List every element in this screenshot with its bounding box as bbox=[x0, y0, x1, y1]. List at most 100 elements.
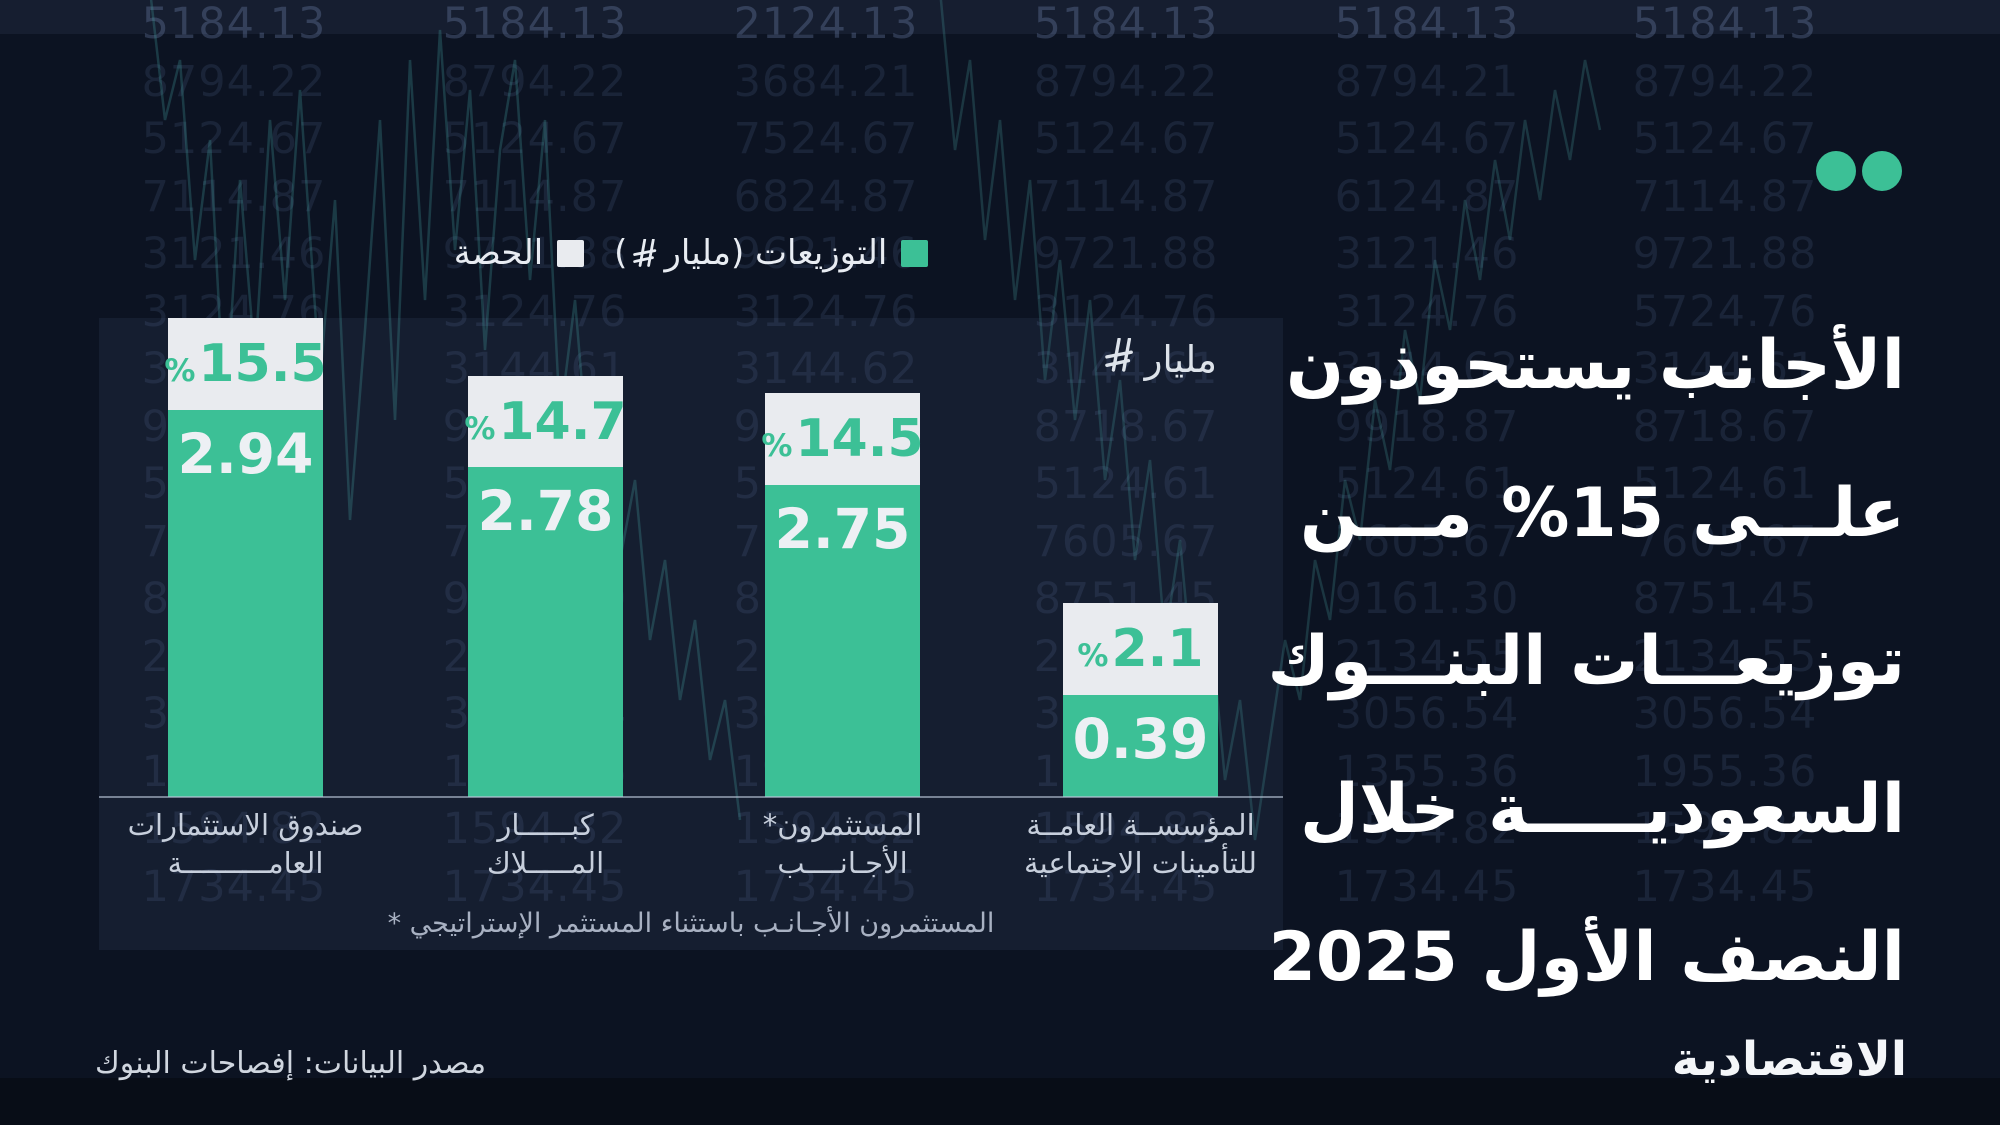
background-index-number: 8794.21 bbox=[1334, 56, 1520, 107]
background-index-number: 3124.76 bbox=[1334, 286, 1520, 337]
background-index-number: 5124.67 bbox=[141, 114, 327, 164]
background-index-number: 3121.46 bbox=[141, 229, 327, 279]
bar: % 15.5 2.94 bbox=[164, 318, 327, 797]
background-index-number: 1734.45 bbox=[442, 861, 628, 912]
legend-swatch-icon bbox=[557, 239, 585, 267]
background-index-number: 7114.87 bbox=[442, 171, 628, 222]
headline-line: علـــى 15% مـــن bbox=[1300, 474, 1905, 553]
background-index-number: 3684.21 bbox=[733, 56, 919, 107]
bar: % 2.1 0.39 bbox=[1063, 603, 1218, 797]
background-index-number: 1594.82 bbox=[1033, 804, 1219, 854]
background-index-number: 8794.22 bbox=[1033, 56, 1219, 107]
publisher-logo: الاقتصادية bbox=[1671, 1032, 1907, 1087]
background-index-number: 1594.82 bbox=[141, 804, 327, 854]
legend-label-text: التوزيعات (مليار bbox=[664, 233, 888, 273]
bar-share-segment: % 15.5 bbox=[164, 318, 327, 410]
bar-share-label: % 14.7 bbox=[464, 392, 626, 452]
bar-distribution-segment: 2.75 bbox=[765, 485, 920, 797]
bar: % 14.7 2.78 bbox=[464, 376, 627, 797]
legend-label-text: ) bbox=[614, 233, 628, 273]
background-index-number: 7524.67 bbox=[733, 114, 919, 164]
background-index-number: 1734.45 bbox=[1632, 861, 1818, 912]
brand-dot-icon bbox=[1862, 151, 1902, 191]
top-strip bbox=[0, 0, 2000, 34]
unit-label-text: مليار bbox=[1144, 338, 1217, 381]
distribution-value: 2.75 bbox=[774, 497, 911, 561]
bar-share-segment: % 14.5 bbox=[761, 393, 924, 485]
headline: الأجانب يستحوذون علـــى 15% مـــن توزيعـــ… bbox=[1267, 292, 1905, 1032]
bar-distribution-segment: 2.94 bbox=[168, 410, 323, 797]
legend-swatch-icon bbox=[901, 239, 929, 267]
brand-dots bbox=[1816, 151, 1902, 191]
category-label: كبــــــار المـــــلاك bbox=[396, 806, 696, 882]
background-index-number: 6824.87 bbox=[733, 171, 919, 222]
background-index-number: 3056.54 bbox=[1632, 689, 1818, 739]
background-index-number: 9161.30 bbox=[1334, 574, 1520, 624]
background-index-number: 7605.67 bbox=[1033, 516, 1219, 567]
background-index-number: 8751.45 bbox=[1632, 574, 1818, 624]
background-index-number: 5184.13 bbox=[141, 0, 327, 49]
background-index-number: 1594.82 bbox=[1632, 804, 1818, 854]
background-index-number: 5124.67 bbox=[1632, 114, 1818, 164]
background-index-number: 1594.82 bbox=[733, 804, 919, 854]
percent-sign: % bbox=[464, 410, 496, 447]
background-index-number: 3124.76 bbox=[442, 286, 628, 337]
distribution-value: 0.39 bbox=[1072, 707, 1209, 771]
background-index-number: 3121.46 bbox=[1334, 229, 1520, 279]
background-index-number: 8794.22 bbox=[141, 56, 327, 107]
category-label-line: كبــــــار bbox=[497, 808, 594, 842]
background-index-number: 7605.67 bbox=[1334, 516, 1520, 567]
legend-item: التوزيعات (مليار) bbox=[614, 233, 929, 273]
background-index-number: 8718.67 bbox=[1033, 401, 1219, 452]
background-index-number: 8718.67 bbox=[1632, 401, 1818, 452]
axis-baseline bbox=[99, 796, 1283, 798]
background-index-number: 6124.87 bbox=[1334, 171, 1520, 222]
bar: % 14.5 2.75 bbox=[761, 393, 924, 797]
category-label-line: للتأمينات الاجتماعية bbox=[1024, 846, 1257, 880]
background-index-number: 1594.82 bbox=[1334, 804, 1520, 854]
background-index-number: 8794.22 bbox=[442, 56, 628, 107]
category-label-line: المـــــلاك bbox=[486, 846, 605, 880]
background-index-number: 9721.88 bbox=[442, 229, 628, 279]
headline-line: النصف الأول 2025 bbox=[1268, 918, 1905, 997]
background-index-number: 2134.55 bbox=[1632, 631, 1818, 682]
chart-legend: التوزيعات (مليار) الحصة bbox=[99, 232, 1283, 274]
bar-share-segment: % 2.1 bbox=[1063, 603, 1218, 695]
ticker-line-left bbox=[149, 0, 742, 821]
background-index-number: 7114.87 bbox=[1033, 171, 1219, 222]
background-index-number: 1734.45 bbox=[1033, 861, 1219, 912]
background-index-number: 7605.67 bbox=[1632, 516, 1818, 567]
category-label-line: الأجـانــــب bbox=[777, 846, 908, 880]
category-label-line: المؤسســة العامــة bbox=[1026, 808, 1255, 842]
background-index-number: 9721.88 bbox=[1632, 229, 1818, 279]
share-value: 14.7 bbox=[498, 391, 627, 452]
legend-label: الحصة bbox=[453, 233, 544, 273]
background-index-number: 2134.55 bbox=[1334, 631, 1520, 682]
background-index-number: 5124.67 bbox=[442, 114, 628, 164]
background-index-number: 5184.13 bbox=[442, 0, 628, 49]
background-index-number: 1734.45 bbox=[1334, 861, 1520, 912]
percent-sign: % bbox=[1077, 638, 1109, 674]
category-label: المؤسســة العامــة للتأمينات الاجتماعية bbox=[991, 806, 1291, 882]
percent-sign: % bbox=[761, 428, 793, 464]
background-index-number: 3124.76 bbox=[733, 286, 919, 337]
category-label: صندوق الاستثمارات العامــــــــــة bbox=[96, 806, 396, 882]
background-index-number: 7114.87 bbox=[1632, 171, 1818, 222]
background-index-number: 5184.13 bbox=[1033, 0, 1219, 49]
background-index-number: 5124.61 bbox=[1334, 459, 1520, 509]
background-index-number: 5124.67 bbox=[1334, 114, 1520, 164]
distribution-value: 2.94 bbox=[177, 422, 314, 486]
riyal-symbol-icon bbox=[1104, 338, 1133, 372]
legend-item: الحصة bbox=[453, 233, 585, 273]
background-index-number: 5124.61 bbox=[1632, 459, 1818, 509]
background-index-number: 5184.13 bbox=[1334, 0, 1520, 49]
data-source: مصدر البيانات: إفصاحات البنوك bbox=[95, 1046, 487, 1081]
headline-line: الأجانب يستحوذون bbox=[1285, 326, 1905, 405]
background-index-number: 3144.62 bbox=[733, 344, 919, 394]
background-index-number: 1355.36 bbox=[1334, 746, 1520, 797]
brand-dot-icon bbox=[1816, 151, 1856, 191]
category-label-line: العامــــــــــة bbox=[167, 846, 324, 880]
bottom-strip bbox=[0, 1078, 2000, 1125]
